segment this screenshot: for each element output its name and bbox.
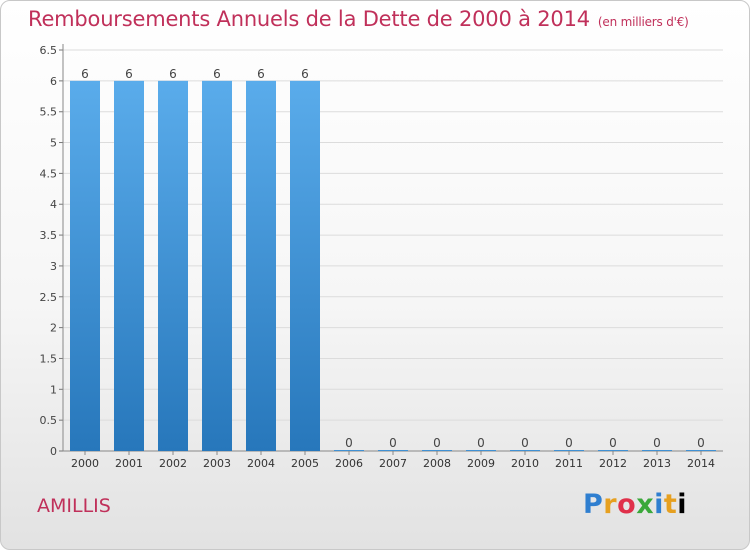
x-tick-label: 2003 — [203, 457, 231, 470]
x-tick-label: 2002 — [159, 457, 187, 470]
x-tick-label: 2007 — [379, 457, 407, 470]
logo-letter: r — [603, 489, 618, 520]
y-tick-label: 3.5 — [40, 229, 58, 242]
bar — [158, 80, 188, 451]
logo-letter: i — [654, 489, 664, 520]
y-tick-label: 0 — [50, 445, 57, 458]
bar — [378, 450, 408, 451]
x-tick-label: 2008 — [423, 457, 451, 470]
bar — [246, 80, 276, 451]
bar-value-label: 6 — [301, 67, 309, 81]
x-tick-label: 2012 — [599, 457, 627, 470]
bar-value-label: 6 — [125, 67, 133, 81]
x-tick-label: 2010 — [511, 457, 539, 470]
y-tick-label: 4 — [50, 198, 57, 211]
bar-value-label: 0 — [653, 436, 661, 450]
logo-letter: P — [583, 489, 604, 520]
y-tick-label: 6.5 — [40, 44, 58, 57]
y-tick-label: 1 — [50, 383, 57, 396]
x-tick-labels: 2000 2001 2002 2003 2004 2005 2006 2007 2008 2009… — [71, 457, 715, 470]
x-tick-label: 2005 — [291, 457, 319, 470]
bar-value-label: 6 — [81, 67, 89, 81]
chart-title: Remboursements Annuels de la Dette de 20… — [28, 7, 689, 31]
y-tick-label: 0.5 — [40, 414, 58, 427]
town-name: AMILLIS — [37, 495, 111, 517]
x-tick-label: 2009 — [467, 457, 495, 470]
bar-value-label: 0 — [521, 436, 529, 450]
bar-value-label: 0 — [389, 436, 397, 450]
y-tick-label: 2 — [50, 322, 57, 335]
y-tick-label: 4.5 — [40, 167, 58, 180]
x-tick-label: 2006 — [335, 457, 363, 470]
bar — [114, 80, 144, 451]
bar — [70, 80, 100, 451]
chart-subtitle: (en milliers d'€) — [597, 15, 689, 29]
y-tick-label: 6 — [50, 75, 57, 88]
bar-value-label: 6 — [257, 67, 265, 81]
y-tick-label: 5.5 — [40, 106, 58, 119]
y-tick-label: 1.5 — [40, 352, 58, 365]
bars — [70, 80, 716, 451]
chart-title-text: Remboursements Annuels de la Dette de 20… — [28, 7, 590, 31]
x-tick-label: 2001 — [115, 457, 143, 470]
logo-letter: i — [677, 489, 688, 520]
logo-letter: t — [663, 489, 678, 520]
x-tick-label: 2000 — [71, 457, 99, 470]
bar-value-label: 0 — [609, 436, 617, 450]
data-labels: 6 6 6 6 6 6 0 0 0 0 0 0 0 0 0 — [81, 67, 705, 450]
bar-value-label: 0 — [697, 436, 705, 450]
logo-letter: x — [636, 489, 655, 520]
bar — [598, 450, 628, 451]
bar-value-label: 0 — [477, 436, 485, 450]
bar — [334, 450, 364, 451]
bar-value-label: 6 — [169, 67, 177, 81]
y-tick-labels: 0 0.5 1 1.5 2 2.5 3 3.5 4 4.5 5 5.5 6 6.5 — [40, 44, 58, 458]
y-tick-label: 5 — [50, 137, 57, 150]
logo-letter: o — [617, 489, 637, 520]
x-tick-label: 2004 — [247, 457, 275, 470]
bar — [554, 450, 584, 451]
x-tick-label: 2014 — [687, 457, 715, 470]
bar — [422, 450, 452, 451]
y-tick-label: 2.5 — [40, 291, 58, 304]
bar-value-label: 6 — [213, 67, 221, 81]
x-tick-label: 2013 — [643, 457, 671, 470]
bar — [202, 80, 232, 451]
bar — [642, 450, 672, 451]
bar-value-label: 0 — [433, 436, 441, 450]
bar — [466, 450, 496, 451]
bar — [510, 450, 540, 451]
bar — [290, 80, 320, 451]
bar-value-label: 0 — [565, 436, 573, 450]
x-tick-label: 2011 — [555, 457, 583, 470]
proxiti-logo: Proxiti — [583, 489, 687, 520]
bar — [686, 450, 716, 451]
y-tick-label: 3 — [50, 260, 57, 273]
bar-value-label: 0 — [345, 436, 353, 450]
